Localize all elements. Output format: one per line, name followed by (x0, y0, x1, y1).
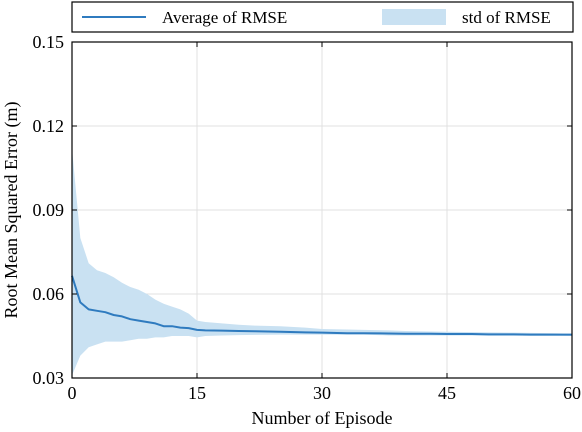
x-tick-label: 15 (188, 383, 206, 403)
y-tick-label: 0.03 (33, 368, 65, 388)
x-tick-label: 30 (313, 383, 331, 403)
x-tick-label: 45 (438, 383, 456, 403)
legend-band-swatch (382, 9, 446, 25)
legend-frame (71, 1, 574, 33)
y-tick-label: 0.09 (33, 200, 65, 220)
axis-ticks: 0 15 30 45 60 0.03 0.06 0.09 0.12 0.15 (33, 32, 582, 403)
legend-label-std: std of RMSE (462, 8, 551, 27)
x-tick-label: 60 (563, 383, 581, 403)
std-band (72, 148, 572, 376)
x-tick-label: 0 (68, 383, 77, 403)
legend-label-average: Average of RMSE (162, 8, 287, 27)
y-tick-label: 0.15 (33, 32, 65, 52)
average-line-layer (71, 275, 572, 336)
average-rmse-line (71, 275, 572, 336)
y-tick-label: 0.12 (33, 116, 65, 136)
y-axis-title: Root Mean Squared Error (m) (1, 102, 22, 319)
y-tick-label: 0.06 (33, 284, 65, 304)
x-axis-title: Number of Episode (252, 408, 393, 428)
legend: Average of RMSE std of RMSE (71, 1, 574, 33)
std-band-layer (72, 148, 572, 376)
